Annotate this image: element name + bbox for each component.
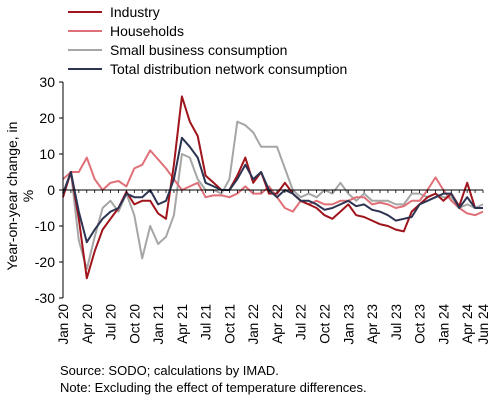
x-tick-label: Jun 24 <box>476 304 490 345</box>
legend-label-small-business: Small business consumption <box>110 41 288 58</box>
y-tick-labels: 30 20 10 0 -10 -20 -30 <box>35 74 55 306</box>
legend-swatch-small-business <box>68 48 102 51</box>
x-tick-label: Apr 21 <box>175 304 190 344</box>
legend-swatch-households <box>68 29 102 32</box>
source-text: Source: SODO; calculations by IMAD. <box>60 363 279 378</box>
legend: Industry Households Small business consu… <box>68 2 347 78</box>
y-tick-label: -20 <box>35 254 55 270</box>
y-tick-label: 10 <box>39 146 55 162</box>
legend-item-small-business: Small business consumption <box>68 40 347 59</box>
legend-item-households: Households <box>68 21 347 40</box>
y-tick-label: 30 <box>39 74 55 90</box>
series-line-small-business-consumption <box>62 120 484 271</box>
legend-label-households: Households <box>110 22 184 39</box>
legend-label-industry: Industry <box>110 3 160 20</box>
x-tick-label: Jan 24 <box>436 304 451 345</box>
x-tick-label: Apr 22 <box>270 304 285 344</box>
x-tick-label: Oct 22 <box>318 304 333 344</box>
y-tick-label: 20 <box>39 110 55 126</box>
x-tick-label: Jul 20 <box>104 304 119 340</box>
series-line-total-distribution-network-consumption <box>62 136 483 244</box>
axes <box>59 81 484 299</box>
note-text: Note: Excluding the effect of temperatur… <box>60 380 367 395</box>
x-tick-label: Jan 21 <box>151 304 166 345</box>
x-tick-label: Jul 22 <box>294 304 309 340</box>
legend-swatch-total <box>68 67 102 70</box>
legend-swatch-industry <box>68 10 102 13</box>
x-tick-label: Jan 20 <box>56 304 71 345</box>
series-line-households <box>62 149 484 217</box>
legend-item-total: Total distribution network consumption <box>68 59 347 78</box>
x-tick-label: Apr 20 <box>80 304 95 344</box>
legend-item-industry: Industry <box>68 2 347 21</box>
x-tick-label: Jul 21 <box>199 304 214 340</box>
x-tick-label: Apr 23 <box>365 304 380 344</box>
legend-label-total: Total distribution network consumption <box>110 60 348 77</box>
x-tick-label: Oct 20 <box>127 304 142 344</box>
y-tick-label: -30 <box>35 290 55 306</box>
x-tick-label: Jan 23 <box>341 304 356 345</box>
x-tick-labels: Jan 20 Apr 20 Jul 20 Oct 20 Jan 21 Apr 21 Jul … <box>56 304 490 345</box>
x-tick-label: Oct 21 <box>222 304 237 344</box>
x-tick-label: Apr 24 <box>460 304 475 344</box>
source-notes: Source: SODO; calculations by IMAD. Note… <box>60 362 367 396</box>
x-tick-label: Jul 23 <box>389 304 404 340</box>
y-axis-label: Year-on-year change, in % <box>4 121 36 271</box>
plot-lines <box>62 95 484 280</box>
y-tick-label: -10 <box>35 218 55 234</box>
x-tick-label: Jan 22 <box>246 304 261 345</box>
y-tick-label: 0 <box>47 182 55 198</box>
x-tick-label: Oct 23 <box>413 304 428 344</box>
